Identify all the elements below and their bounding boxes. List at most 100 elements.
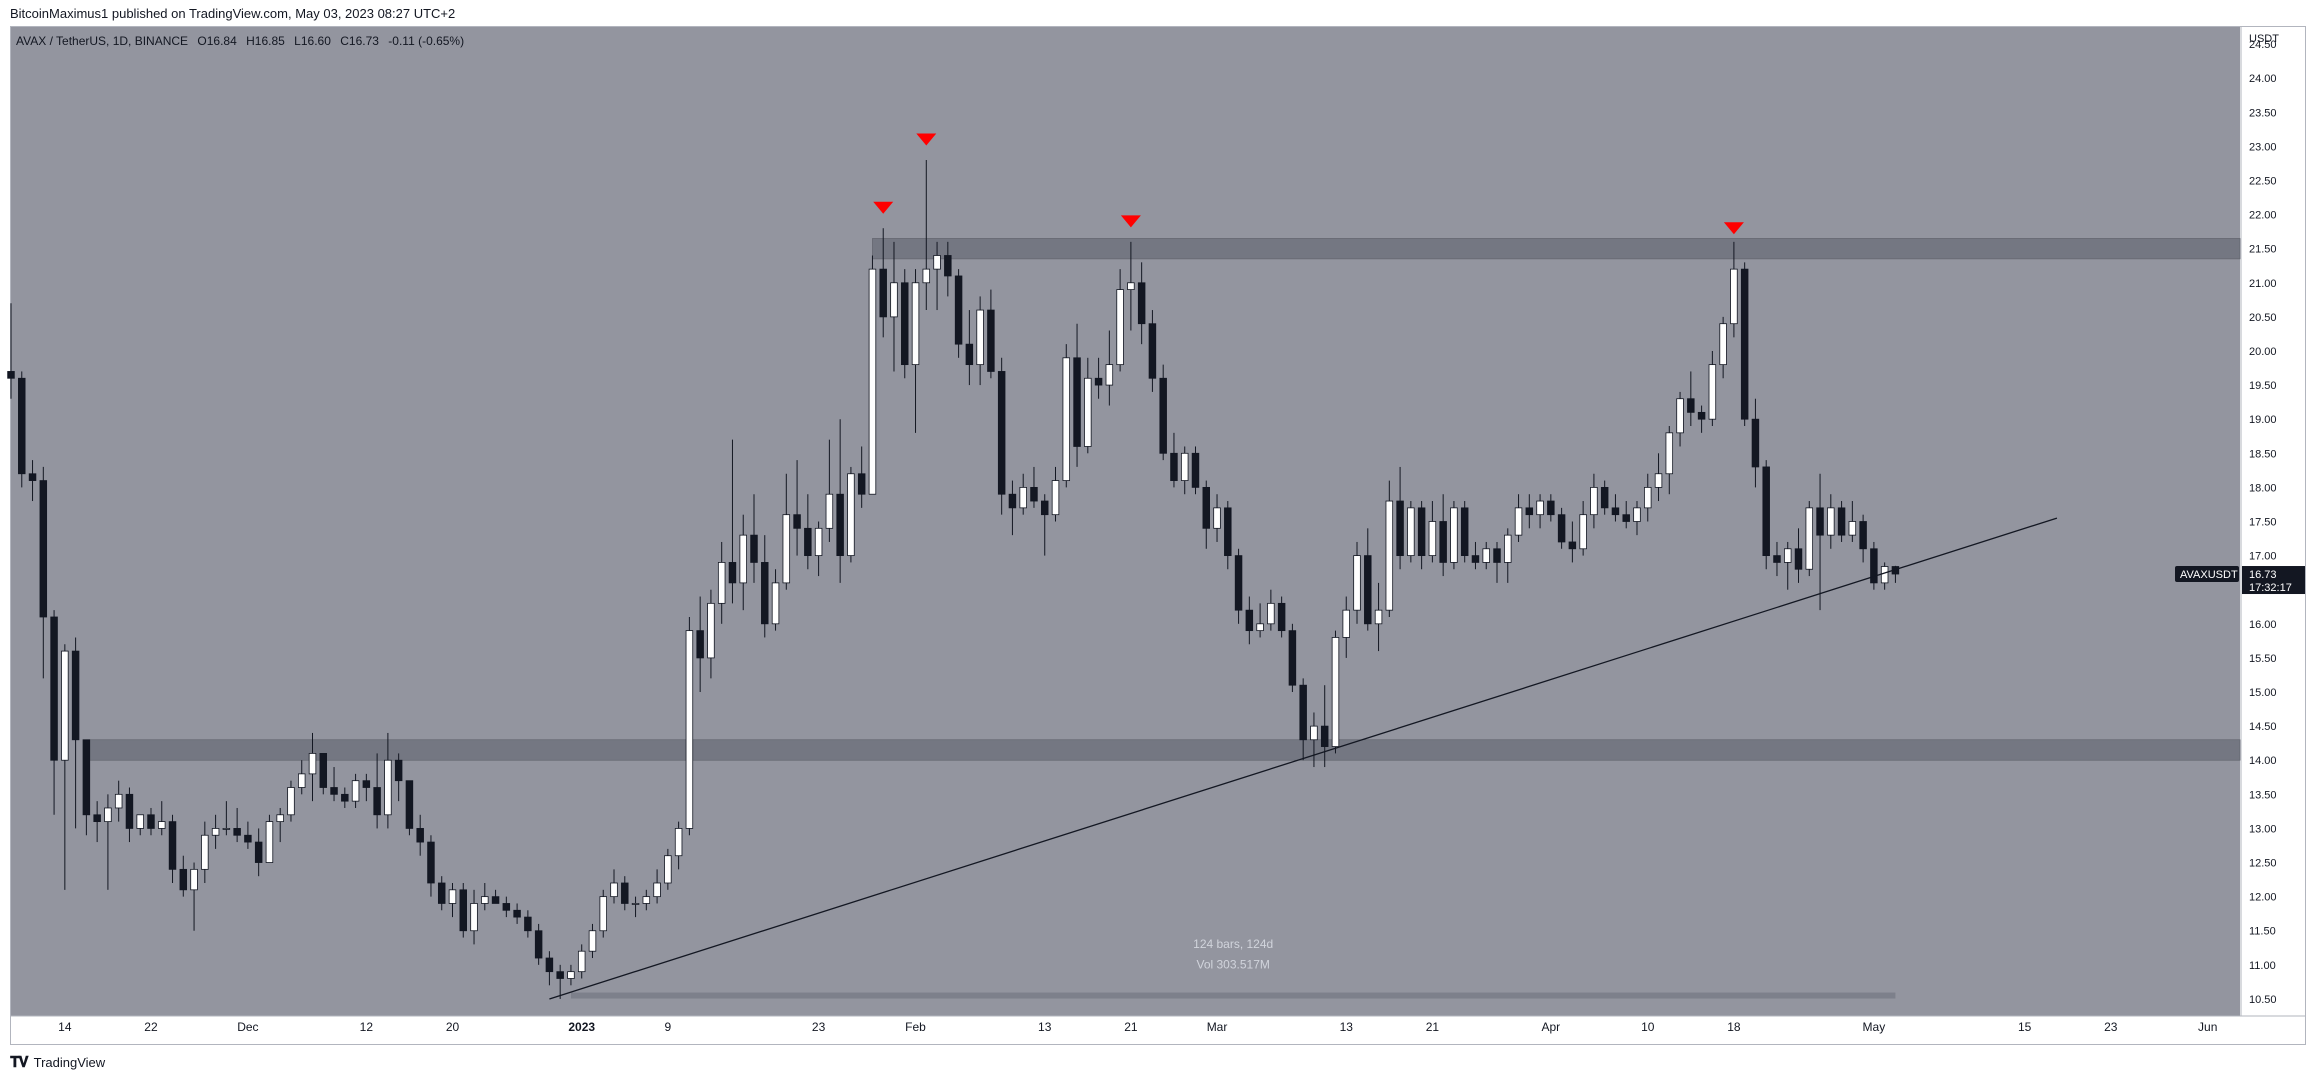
- candle-body: [761, 562, 769, 625]
- candle-body: [976, 309, 984, 366]
- time-tick-label: 9: [665, 1020, 672, 1034]
- candle-body: [631, 903, 640, 905]
- candle-body: [1730, 268, 1738, 325]
- top-marker-icon: [1120, 215, 1141, 228]
- candle-body: [319, 753, 328, 788]
- candle-body: [1773, 555, 1781, 563]
- candle-body: [298, 773, 306, 788]
- time-tick-label: 21: [1124, 1020, 1138, 1034]
- candle-body: [1504, 534, 1512, 563]
- high-label: H: [246, 34, 255, 48]
- candle-body: [1105, 364, 1114, 386]
- time-tick-label: 13: [1038, 1020, 1052, 1034]
- candle-body: [158, 821, 166, 829]
- candle-body: [1396, 500, 1404, 557]
- price-tick-label: 12.50: [2249, 858, 2277, 870]
- price-tick-label: 11.00: [2249, 960, 2276, 972]
- candle-body: [545, 957, 554, 973]
- candle-body: [804, 527, 812, 557]
- candle-body: [416, 828, 424, 843]
- price-tick-label: 21.50: [2249, 244, 2277, 256]
- date-range-layer: [570, 992, 1896, 999]
- candle-body: [825, 493, 834, 529]
- candle-body: [1568, 541, 1577, 550]
- candle-body: [179, 868, 188, 891]
- candle-body: [674, 828, 683, 857]
- candle-body: [276, 814, 284, 823]
- candle-body: [1320, 725, 1329, 747]
- candle-body: [211, 828, 220, 836]
- candle-body: [1353, 555, 1361, 611]
- candle-body: [427, 841, 435, 884]
- candle-body: [911, 282, 920, 366]
- time-tick-label: 20: [446, 1020, 460, 1034]
- time-tick-label: 12: [360, 1020, 374, 1034]
- candle-body: [868, 268, 877, 495]
- candle-body: [7, 371, 15, 379]
- candle-body: [330, 787, 338, 795]
- price-tag-price: 16.73: [2249, 569, 2277, 581]
- candle-body: [201, 834, 209, 870]
- range-bars-label: 124 bars, 124d: [1193, 937, 1273, 951]
- candle-body: [922, 268, 931, 284]
- footer-brand[interactable]: TradingView: [33, 1054, 106, 1070]
- candle-body: [502, 903, 511, 911]
- candle-body: [222, 828, 231, 830]
- symbol-title[interactable]: AVAX / TetherUS, 1D, BINANCE: [16, 34, 189, 48]
- candle-body: [190, 868, 198, 891]
- candle-body: [82, 739, 91, 816]
- price-tick-label: 18.50: [2249, 448, 2277, 460]
- candle-body: [136, 814, 144, 829]
- candle-body: [1751, 418, 1760, 468]
- candle-body: [1870, 548, 1878, 584]
- candle-body: [1213, 507, 1221, 529]
- time-tick-label: 21: [1426, 1020, 1440, 1034]
- candle-body: [114, 793, 123, 809]
- candle-body: [470, 903, 478, 932]
- close-value: 16.73: [348, 34, 379, 48]
- candle-body: [1633, 507, 1641, 522]
- candle-body: [717, 562, 726, 604]
- candle-body: [1525, 507, 1534, 516]
- candle-body: [61, 650, 69, 761]
- time-tick-label: 13: [1340, 1020, 1354, 1034]
- change-value: -0.11 (-0.65%): [388, 34, 465, 48]
- top-marker-icon: [873, 201, 894, 214]
- open-label: O: [197, 34, 207, 48]
- candle-body: [1127, 282, 1135, 290]
- candle-body: [1816, 507, 1824, 536]
- candle-body: [1665, 432, 1674, 475]
- time-tick-label: May: [1863, 1020, 1886, 1034]
- candle-body: [1148, 323, 1157, 379]
- candle-body: [1708, 364, 1717, 420]
- tradingview-logo-icon[interactable]: 𝐓𝐕: [10, 1053, 29, 1071]
- date-range-bar: [570, 992, 1896, 999]
- plot-area[interactable]: [11, 27, 2240, 1016]
- candle-body: [739, 534, 747, 584]
- resistance-zone-0: [872, 238, 2241, 260]
- candle-body: [1084, 377, 1092, 447]
- price-tag-symbol: AVAXUSDT: [2180, 569, 2238, 581]
- top-marker-icon: [1723, 222, 1744, 235]
- trendline-layer: [549, 517, 2058, 1000]
- price-tick-label: 12.00: [2249, 892, 2277, 904]
- candle-body: [1514, 507, 1523, 536]
- candle-body: [933, 255, 941, 270]
- time-tick-label: 23: [2104, 1020, 2118, 1034]
- price-tag-countdown: 17:32:17: [2249, 582, 2292, 594]
- price-tick-label: 17.50: [2249, 517, 2277, 529]
- candle-body: [1794, 548, 1803, 570]
- candle-body: [244, 834, 252, 843]
- candle-body: [362, 780, 371, 788]
- candle-body: [1460, 507, 1469, 557]
- candle-body: [1827, 507, 1835, 536]
- candle-body: [1493, 548, 1501, 563]
- price-tick-label: 20.50: [2249, 312, 2277, 324]
- candle-body: [524, 916, 532, 932]
- candle-body: [987, 309, 995, 372]
- price-tick-label: 11.50: [2249, 926, 2276, 938]
- candle-body: [341, 793, 349, 802]
- candle-body: [437, 882, 446, 904]
- candle-body: [104, 807, 112, 823]
